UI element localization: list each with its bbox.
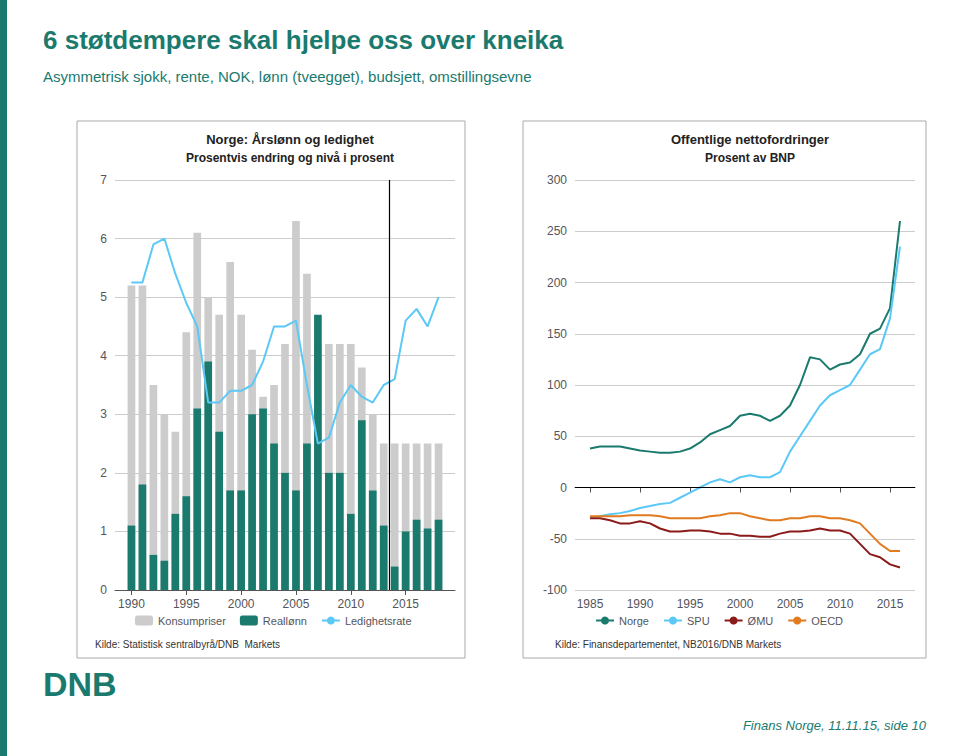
svg-text:2: 2	[100, 466, 107, 480]
svg-text:Reallønn: Reallønn	[263, 615, 307, 627]
svg-text:1990: 1990	[118, 597, 145, 611]
svg-text:0: 0	[560, 481, 567, 495]
svg-text:2005: 2005	[283, 597, 310, 611]
svg-text:7: 7	[100, 173, 107, 187]
svg-text:SPU: SPU	[687, 615, 710, 627]
svg-text:200: 200	[547, 276, 567, 290]
svg-text:Prosentvis endring og nivå i p: Prosentvis endring og nivå i prosent	[186, 151, 394, 165]
svg-text:3: 3	[100, 407, 107, 421]
svg-text:2010: 2010	[827, 597, 854, 611]
svg-text:4: 4	[100, 349, 107, 363]
svg-text:50: 50	[554, 429, 568, 443]
svg-text:5: 5	[100, 290, 107, 304]
svg-text:Konsumpriser: Konsumpriser	[158, 615, 226, 627]
svg-text:Prosent av BNP: Prosent av BNP	[705, 151, 795, 165]
svg-text:100: 100	[547, 378, 567, 392]
svg-text:1: 1	[100, 524, 107, 538]
svg-text:Finans Norge, 11.11.15, side 1: Finans Norge, 11.11.15, side 10	[743, 718, 927, 733]
svg-text:DNB: DNB	[43, 665, 117, 703]
svg-text:-50: -50	[550, 532, 568, 546]
svg-text:Offentlige nettofordringer: Offentlige nettofordringer	[671, 132, 829, 147]
svg-text:2000: 2000	[228, 597, 255, 611]
svg-text:Ledighetsrate: Ledighetsrate	[345, 615, 412, 627]
svg-text:0: 0	[100, 583, 107, 597]
svg-text:Kilde: Finansdepartementet, NB: Kilde: Finansdepartementet, NB2016/DNB M…	[555, 639, 781, 650]
svg-text:1995: 1995	[173, 597, 200, 611]
svg-text:-100: -100	[543, 583, 567, 597]
svg-text:6 støtdempere skal hjelpe oss: 6 støtdempere skal hjelpe oss over kneik…	[43, 25, 564, 55]
svg-text:2015: 2015	[392, 597, 419, 611]
svg-text:1985: 1985	[577, 597, 604, 611]
svg-text:2015: 2015	[877, 597, 904, 611]
svg-text:ØMU: ØMU	[748, 615, 774, 627]
svg-text:6: 6	[100, 232, 107, 246]
svg-text:1990: 1990	[627, 597, 654, 611]
svg-text:Norge: Norge	[619, 615, 649, 627]
svg-text:Asymmetrisk sjokk, rente, NOK,: Asymmetrisk sjokk, rente, NOK, lønn (tve…	[43, 68, 532, 85]
svg-text:1995: 1995	[677, 597, 704, 611]
svg-text:250: 250	[547, 224, 567, 238]
svg-text:Kilde: Statistisk sentralbyrå/: Kilde: Statistisk sentralbyrå/DNB Market…	[95, 639, 280, 650]
svg-text:OECD: OECD	[811, 615, 843, 627]
svg-text:2005: 2005	[777, 597, 804, 611]
svg-text:2000: 2000	[727, 597, 754, 611]
svg-text:150: 150	[547, 327, 567, 341]
svg-text:2010: 2010	[337, 597, 364, 611]
svg-text:Norge: Årslønn og ledighet: Norge: Årslønn og ledighet	[206, 132, 374, 147]
svg-text:300: 300	[547, 173, 567, 187]
